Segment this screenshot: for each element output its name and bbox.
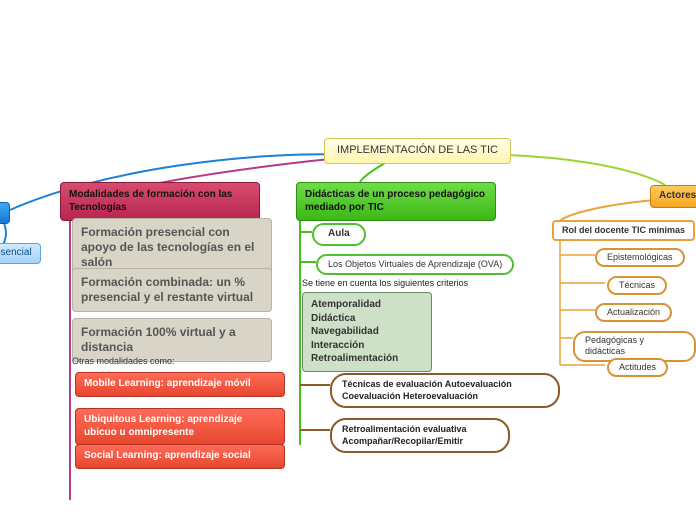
left-branch-cut[interactable] <box>0 202 10 224</box>
presencial-node[interactable]: Presencial <box>0 243 41 264</box>
pill-actual[interactable]: Actualización <box>595 303 672 322</box>
crit-4: Interacción <box>311 339 423 353</box>
eval-2[interactable]: Retroalimentación evaluativa Acompañar/R… <box>330 418 510 453</box>
rol-docente[interactable]: Rol del docente TIC mínimas <box>552 220 695 241</box>
crit-3: Navegabilidad <box>311 325 423 339</box>
pill-epist[interactable]: Epistemológicas <box>595 248 685 267</box>
criterios-label: Se tiene en cuenta los siguientes criter… <box>302 278 468 289</box>
pill-pedag[interactable]: Pedagógicas y didácticas <box>573 331 696 362</box>
aula-node[interactable]: Aula <box>312 223 366 246</box>
other-label: Otras modalidades como: <box>72 356 175 367</box>
modal-sub-2[interactable]: Formación combinada: un % presencial y e… <box>72 268 272 312</box>
criteria-box[interactable]: Atemporalidad Didáctica Navegabilidad In… <box>302 292 432 372</box>
root-node[interactable]: IMPLEMENTACIÓN DE LAS TIC <box>324 138 511 164</box>
ova-node[interactable]: Los Objetos Virtuales de Aprendizaje (OV… <box>316 254 514 275</box>
pill-tecnicas[interactable]: Técnicas <box>607 276 667 295</box>
didacticas-title[interactable]: Didácticas de un proceso pedagógico medi… <box>296 182 496 221</box>
eval-1[interactable]: Técnicas de evaluación Autoevaluación Co… <box>330 373 560 408</box>
crit-2: Didáctica <box>311 312 423 326</box>
mobile-learning[interactable]: Mobile Learning: aprendizaje móvil <box>75 372 285 397</box>
actores-title[interactable]: Actores <box>650 185 696 208</box>
pill-actitudes[interactable]: Actitudes <box>607 358 668 377</box>
crit-1: Atemporalidad <box>311 298 423 312</box>
ubiquitous-learning[interactable]: Ubiquitous Learning: aprendizaje ubicuo … <box>75 408 285 445</box>
social-learning[interactable]: Social Learning: aprendizaje social <box>75 444 285 469</box>
crit-5: Retroalimentación <box>311 352 423 366</box>
modalidades-title[interactable]: Modalidades de formación con las Tecnolo… <box>60 182 260 221</box>
